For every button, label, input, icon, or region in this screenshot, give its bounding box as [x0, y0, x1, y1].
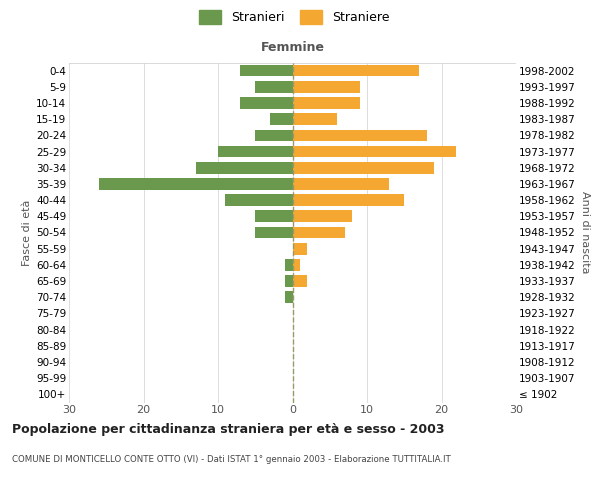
Bar	[293, 194, 404, 206]
Text: Femmine: Femmine	[260, 41, 325, 54]
Bar	[293, 114, 337, 125]
Bar	[285, 275, 293, 287]
Text: COMUNE DI MONTICELLO CONTE OTTO (VI) - Dati ISTAT 1° gennaio 2003 - Elaborazione: COMUNE DI MONTICELLO CONTE OTTO (VI) - D…	[12, 455, 451, 464]
Bar	[226, 194, 293, 206]
Bar	[293, 81, 359, 92]
Bar	[293, 275, 307, 287]
Bar	[293, 226, 344, 238]
Bar	[293, 130, 427, 141]
Bar	[255, 130, 293, 141]
Bar	[293, 162, 434, 173]
Bar	[255, 210, 293, 222]
Y-axis label: Fasce di età: Fasce di età	[22, 200, 32, 266]
Bar	[218, 146, 293, 158]
Bar	[293, 210, 352, 222]
Bar	[99, 178, 293, 190]
Bar	[255, 226, 293, 238]
Bar	[285, 292, 293, 303]
Bar	[270, 114, 293, 125]
Bar	[293, 178, 389, 190]
Text: Popolazione per cittadinanza straniera per età e sesso - 2003: Popolazione per cittadinanza straniera p…	[12, 422, 445, 436]
Bar	[196, 162, 293, 173]
Bar	[285, 259, 293, 270]
Bar	[293, 259, 300, 270]
Bar	[255, 81, 293, 92]
Bar	[293, 65, 419, 76]
Bar	[293, 146, 457, 158]
Bar	[241, 97, 293, 109]
Y-axis label: Anni di nascita: Anni di nascita	[580, 191, 590, 274]
Bar	[293, 243, 307, 254]
Bar	[293, 97, 359, 109]
Legend: Stranieri, Straniere: Stranieri, Straniere	[195, 6, 393, 28]
Bar	[241, 65, 293, 76]
